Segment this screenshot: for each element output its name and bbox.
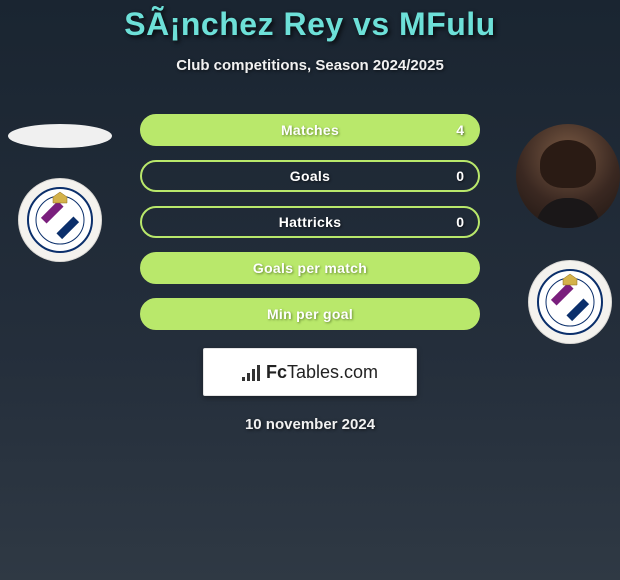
stat-value-right: 0 — [456, 214, 464, 230]
stat-label: Goals per match — [253, 260, 367, 276]
watermark: FcTables.com — [203, 348, 417, 396]
page-title: SÃ¡nchez Rey vs MFulu — [0, 6, 620, 43]
stat-value-right: 4 — [456, 122, 464, 138]
stat-label: Goals — [290, 168, 330, 184]
watermark-brand-bold: Fc — [266, 362, 287, 382]
club-crest-left — [18, 178, 102, 262]
crest-icon — [25, 185, 95, 255]
player-left-avatar — [8, 124, 112, 148]
comparison-card: SÃ¡nchez Rey vs MFulu Club competitions,… — [0, 0, 620, 580]
stat-row-goals: Goals 0 — [140, 160, 480, 192]
footer-date: 10 november 2024 — [0, 416, 620, 433]
stat-row-min-per-goal: Min per goal — [140, 298, 480, 330]
stat-label: Hattricks — [279, 214, 342, 230]
watermark-text: FcTables.com — [266, 362, 378, 383]
watermark-brand-rest: Tables.com — [287, 362, 378, 382]
crest-icon — [535, 267, 605, 337]
stat-row-hattricks: Hattricks 0 — [140, 206, 480, 238]
stat-label: Min per goal — [267, 306, 353, 322]
stat-value-right: 0 — [456, 168, 464, 184]
subtitle: Club competitions, Season 2024/2025 — [0, 57, 620, 74]
player-right-avatar — [516, 124, 620, 228]
stat-label: Matches — [281, 122, 339, 138]
club-crest-right — [528, 260, 612, 344]
bar-chart-icon — [242, 363, 260, 381]
stat-row-matches: Matches 4 — [140, 114, 480, 146]
stat-row-goals-per-match: Goals per match — [140, 252, 480, 284]
